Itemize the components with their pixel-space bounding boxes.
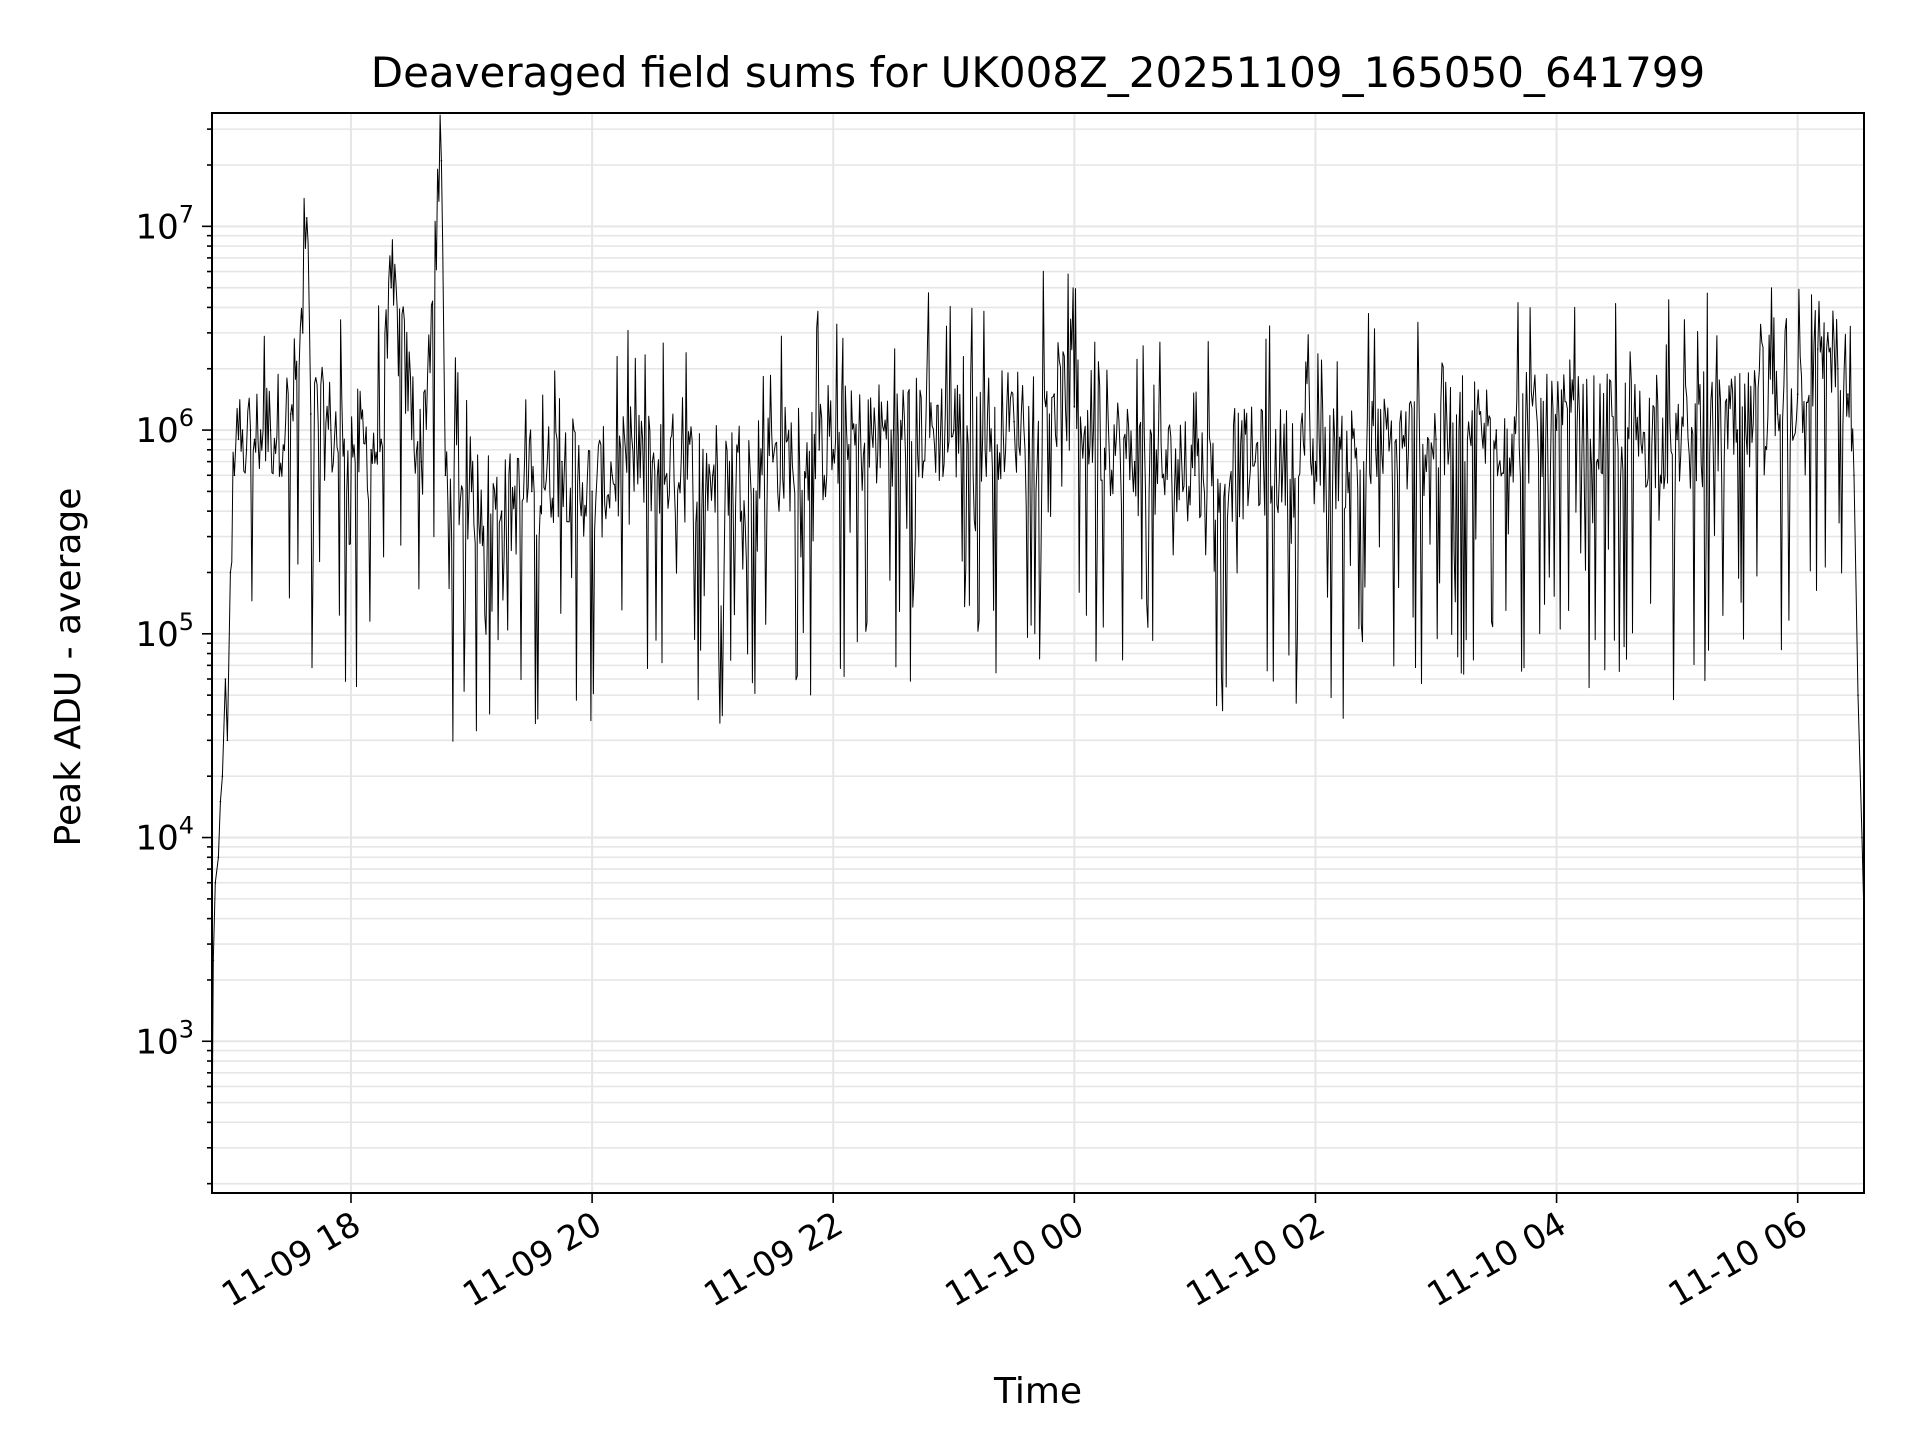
data-point (289, 413, 292, 415)
data-point (500, 510, 503, 512)
data-point (217, 856, 220, 859)
x-tick-label: 11-10 06 (1662, 1204, 1814, 1315)
x-tick-label: 11-10 00 (938, 1204, 1090, 1315)
y-tick-label: 103 (135, 1015, 194, 1062)
data-point (1555, 429, 1558, 431)
data-point (309, 413, 312, 415)
data-point (561, 460, 563, 463)
series-line (211, 114, 1865, 1148)
y-tick-label: 105 (135, 608, 194, 655)
data-point (531, 490, 533, 493)
data-point (1776, 413, 1779, 415)
data-point (1816, 348, 1819, 350)
data-point (1853, 474, 1855, 477)
data-point (224, 678, 227, 680)
data-point (330, 429, 332, 431)
data-point (245, 449, 248, 451)
data-point (1194, 474, 1196, 477)
data-point (221, 775, 224, 778)
data-point (892, 429, 895, 431)
data-point (1013, 420, 1015, 423)
x-tick-label: 11-09 18 (215, 1204, 367, 1315)
data-point (1435, 438, 1437, 441)
data-point (1736, 429, 1739, 431)
data-point (470, 490, 473, 493)
data-point (390, 286, 392, 289)
data-point (301, 332, 304, 334)
data-point (711, 474, 714, 477)
data-point (1857, 694, 1859, 696)
data-point (1827, 332, 1829, 334)
data-point (370, 449, 372, 451)
data-point (772, 460, 774, 463)
data-point (440, 159, 443, 162)
data-point (305, 217, 308, 219)
y-axis-label: Peak ADU - average (48, 488, 89, 847)
data-point (832, 449, 835, 451)
data-point (1374, 449, 1377, 451)
data-point (1837, 367, 1839, 370)
data-point (591, 490, 593, 493)
y-tick-label: 106 (135, 404, 194, 451)
data-point (241, 429, 244, 431)
x-tick-label: 11-10 04 (1421, 1204, 1573, 1315)
data-point (219, 800, 222, 803)
data-point (226, 739, 229, 742)
data-point (1053, 393, 1056, 395)
data-point (380, 438, 382, 441)
data-point (611, 474, 613, 477)
x-axis-label: Time (993, 1371, 1082, 1412)
grid (212, 113, 1864, 1193)
data-point (269, 429, 272, 431)
data-point (444, 474, 447, 477)
data-point (1616, 429, 1618, 431)
data-point (237, 438, 240, 441)
data-point (1133, 460, 1136, 463)
data-point (651, 460, 654, 463)
x-tick-label: 11-10 02 (1180, 1204, 1332, 1315)
data-point (420, 460, 423, 463)
y-tick-label: 107 (135, 200, 194, 247)
data-point (952, 429, 955, 431)
data-point (214, 881, 217, 884)
y-tick-label: 104 (135, 812, 194, 859)
series-line-group (211, 114, 1865, 1149)
data-point (1495, 429, 1498, 431)
data-point (1254, 460, 1256, 463)
data-point (249, 429, 252, 431)
data-point (253, 438, 256, 441)
data-point (259, 429, 262, 431)
data-point (1847, 393, 1849, 395)
data-point (1861, 836, 1863, 839)
data-point (1796, 393, 1799, 395)
data-point (818, 449, 820, 451)
data-point (229, 571, 232, 574)
x-tick-label: 11-09 20 (456, 1204, 608, 1315)
data-point (1676, 438, 1678, 441)
chart-title: Deaveraged field sums for UK008Z_2025110… (371, 48, 1706, 97)
data-point (1073, 406, 1076, 408)
data-point (1314, 460, 1317, 463)
data-point (233, 474, 236, 477)
x-tick-label: 11-09 22 (697, 1204, 849, 1315)
